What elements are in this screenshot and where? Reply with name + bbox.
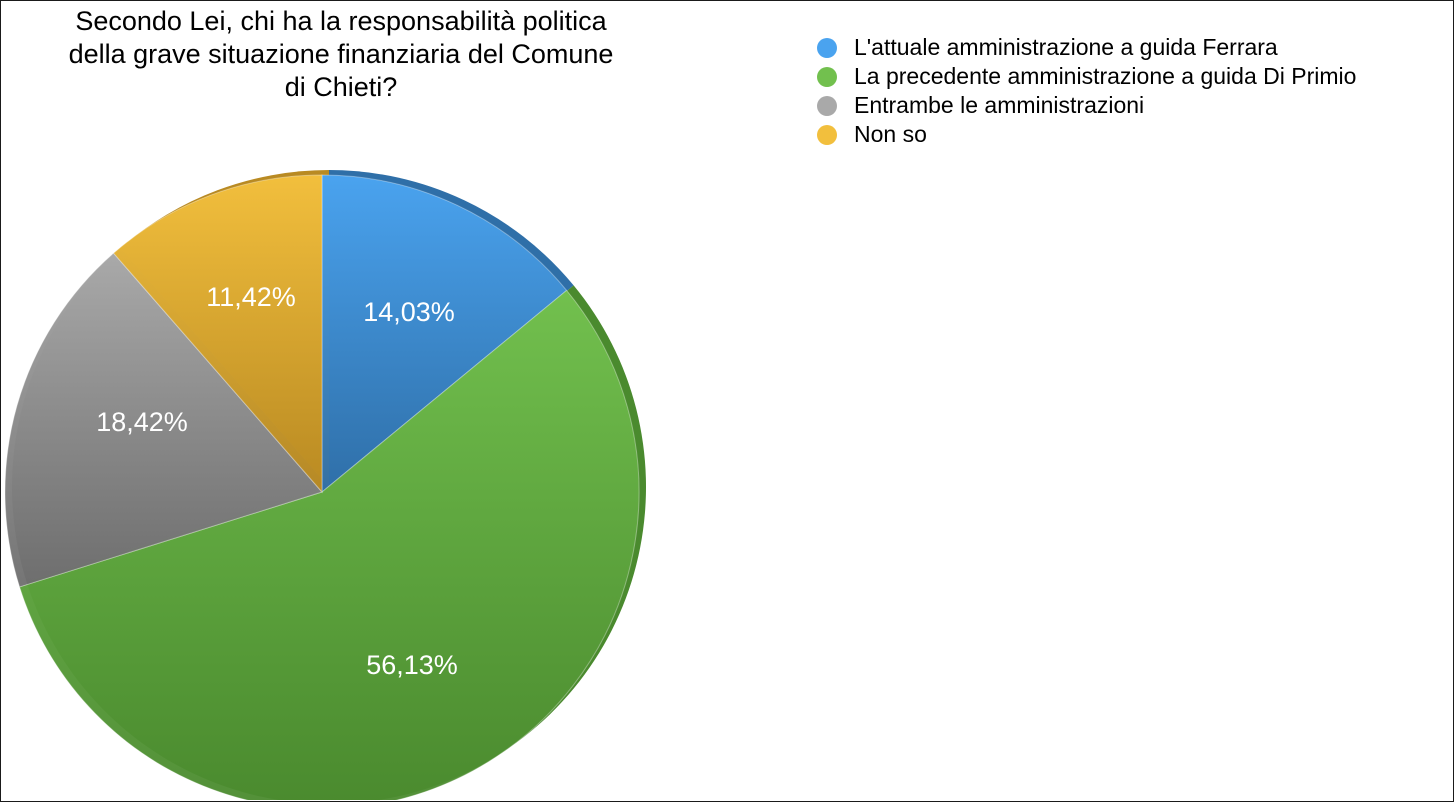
legend-swatch-entrambe bbox=[817, 95, 837, 116]
pie-label-di-primio: 56,13% bbox=[366, 650, 458, 680]
pie-slices-group bbox=[4, 174, 640, 800]
pie-slice-entrambe bbox=[4, 252, 323, 588]
legend-label-non-so: Non so bbox=[854, 121, 927, 147]
pie-labels-group: 14,03% 56,13% 18,42% 11,42% bbox=[96, 282, 458, 680]
pie-slice-non-so bbox=[112, 174, 323, 494]
chart-title-line: di Chieti? bbox=[284, 72, 398, 102]
legend-label-di-primio: La precedente amministrazione a guida Di… bbox=[854, 63, 1357, 89]
chart-legend: L'attuale amministrazione a guida Ferrar… bbox=[817, 33, 1356, 149]
chart-title-line: Secondo Lei, chi ha la responsabilità po… bbox=[75, 6, 607, 36]
legend-swatch-di-primio bbox=[817, 66, 837, 87]
pie-slice-ferrara bbox=[321, 174, 568, 494]
pie-chart: 14,03% 56,13% 18,42% 11,42% bbox=[4, 170, 646, 800]
legend-swatch-non-so bbox=[817, 124, 837, 145]
pie-label-entrambe: 18,42% bbox=[96, 407, 188, 437]
pie-slice-di-primio bbox=[18, 289, 640, 800]
legend-item-entrambe: Entrambe le amministrazioni bbox=[817, 91, 1356, 120]
legend-item-di-primio: La precedente amministrazione a guida Di… bbox=[817, 62, 1356, 91]
pie-label-ferrara: 14,03% bbox=[363, 297, 455, 327]
legend-label-entrambe: Entrambe le amministrazioni bbox=[854, 92, 1145, 118]
legend-swatch-ferrara bbox=[817, 37, 837, 58]
pie-label-non-so: 11,42% bbox=[206, 282, 296, 312]
chart-title-line: della grave situazione finanziaria del C… bbox=[68, 39, 614, 69]
legend-item-ferrara: L'attuale amministrazione a guida Ferrar… bbox=[817, 33, 1356, 62]
legend-item-non-so: Non so bbox=[817, 120, 1356, 149]
chart-title: Secondo Lei, chi ha la responsabilità po… bbox=[21, 5, 661, 104]
legend-label-ferrara: L'attuale amministrazione a guida Ferrar… bbox=[854, 34, 1278, 60]
